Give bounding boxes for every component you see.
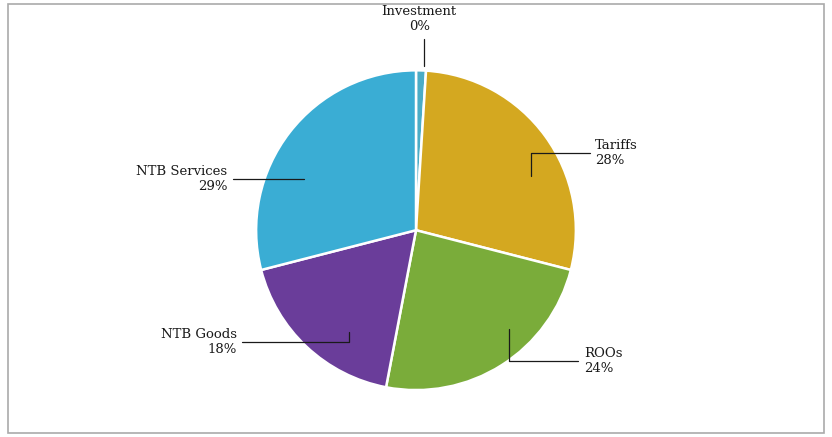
Text: NTB Goods
18%: NTB Goods 18% xyxy=(161,328,349,356)
Text: Tariffs
28%: Tariffs 28% xyxy=(531,139,638,176)
Wedge shape xyxy=(416,70,426,230)
Wedge shape xyxy=(416,71,576,270)
Wedge shape xyxy=(386,230,571,390)
Wedge shape xyxy=(261,230,416,387)
Text: ROOs
24%: ROOs 24% xyxy=(508,329,622,375)
Wedge shape xyxy=(256,70,416,270)
Text: NTB Services
29%: NTB Services 29% xyxy=(136,165,304,193)
Text: Investment
0%: Investment 0% xyxy=(382,5,457,66)
